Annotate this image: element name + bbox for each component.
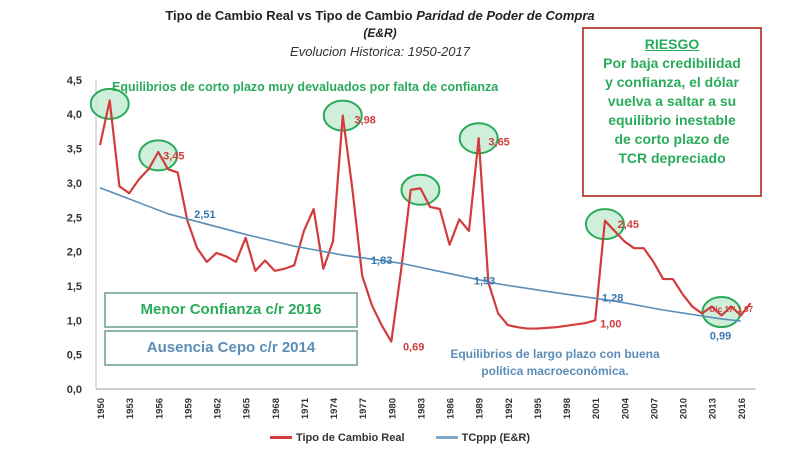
title-italic: Paridad de Poder de Compra [416,8,595,23]
legend-item-tcr: Tipo de Cambio Real [269,431,405,444]
y-tick-label: 4,0 [67,109,82,121]
annotation-bottom-line1: Equilibrios de largo plazo con buena [450,347,660,361]
annotation-box-menor-confianza: Menor Confianza c/r 2016 [104,292,358,328]
x-tick-label: 1980 [387,398,398,419]
data-label: 0,99 [710,330,731,342]
data-label: 2,45 [618,219,639,231]
x-tick-label: 1995 [533,397,544,419]
x-tick-label: 1965 [242,397,253,419]
x-tick-label: 2001 [591,397,602,419]
annotation-box-ausencia-cepo: Ausencia Cepo c/r 2014 [104,330,358,366]
x-tick-label: 1962 [213,398,224,419]
legend-label: Tipo de Cambio Real [295,431,405,444]
title-plain: Tipo de Cambio Real vs Tipo de Cambio [165,8,413,23]
data-label: Dic 17' 1,07 [710,305,754,314]
x-tick-label: 2010 [679,398,690,419]
chart-subtitle-2: Evolucion Historica: 1950-2017 [290,44,470,59]
riesgo-line: equilibrio inestable [608,112,736,128]
data-label: 1,83 [371,255,392,267]
y-tick-label: 1,5 [67,281,82,293]
x-tick-label: 1953 [125,398,136,419]
x-tick-label: 1974 [329,397,340,419]
x-tick-label: 1977 [358,398,369,419]
y-tick-label: 2,5 [67,212,82,224]
data-label: 1,00 [600,319,621,331]
x-tick-label: 1971 [300,397,311,419]
y-tick-label: 4,5 [67,75,82,87]
legend-item-tcppp: TCppp (E&R) [435,431,531,444]
y-tick-label: 2,0 [67,247,82,259]
annotation-bottom-line2: política macroeconómica. [481,364,629,378]
riesgo-line: Por baja credibilidad [603,55,741,71]
x-tick-label: 2013 [708,398,719,419]
legend: Tipo de Cambio Real TCppp (E&R) [0,430,800,444]
riesgo-line: vuelva a saltar a su [607,93,737,109]
y-tick-label: 1,0 [67,315,82,327]
annotation-top: Equilibrios de corto plazo muy devaluado… [112,80,499,94]
x-tick-label: 1986 [446,398,457,419]
legend-swatch [269,436,292,439]
x-tick-label: 1959 [183,398,194,419]
x-tick-label: 1989 [475,398,486,419]
riesgo-line: y confianza, el dólar [605,74,739,90]
x-tick-label: 1998 [562,398,573,419]
data-label: 2,51 [194,209,215,221]
x-tick-label: 2004 [620,397,631,419]
y-tick-label: 3,0 [67,178,82,190]
data-label: 3,65 [488,137,509,149]
series-line-tcppp [99,186,741,322]
data-label: 1,28 [602,293,623,305]
x-tick-label: 1983 [416,398,427,419]
data-label: 3,98 [354,115,375,127]
legend-label: TCppp (E&R) [461,431,531,444]
highlight-circle [138,139,179,172]
x-tick-label: 1968 [271,398,282,419]
legend-swatch [435,436,458,439]
x-tick-label: 1950 [96,398,107,419]
chart-title: Tipo de Cambio Real vs Tipo de Cambio Pa… [0,8,760,23]
chart-subtitle-1: (E&R) [363,26,397,40]
y-tick-label: 0,0 [67,384,82,396]
data-label: 3,45 [163,150,184,162]
x-tick-label: 1956 [154,398,165,419]
series-line-tcr [98,99,752,343]
x-tick-label: 1992 [504,398,515,419]
riesgo-line: TCR depreciado [618,150,726,166]
riesgo-title: RIESGO [644,36,700,52]
riesgo-box: RIESGO Por baja credibilidad y confianza… [582,27,762,197]
data-label: 1,53 [474,275,495,287]
y-tick-label: 0,5 [67,350,82,362]
x-tick-label: 2007 [649,398,660,419]
annotation-bottom: Equilibrios de largo plazo con buena pol… [430,346,680,380]
y-tick-label: 3,5 [67,144,82,156]
riesgo-line: de corto plazo de [614,131,730,147]
data-label: 0,69 [403,341,424,353]
x-tick-label: 2016 [737,398,748,419]
